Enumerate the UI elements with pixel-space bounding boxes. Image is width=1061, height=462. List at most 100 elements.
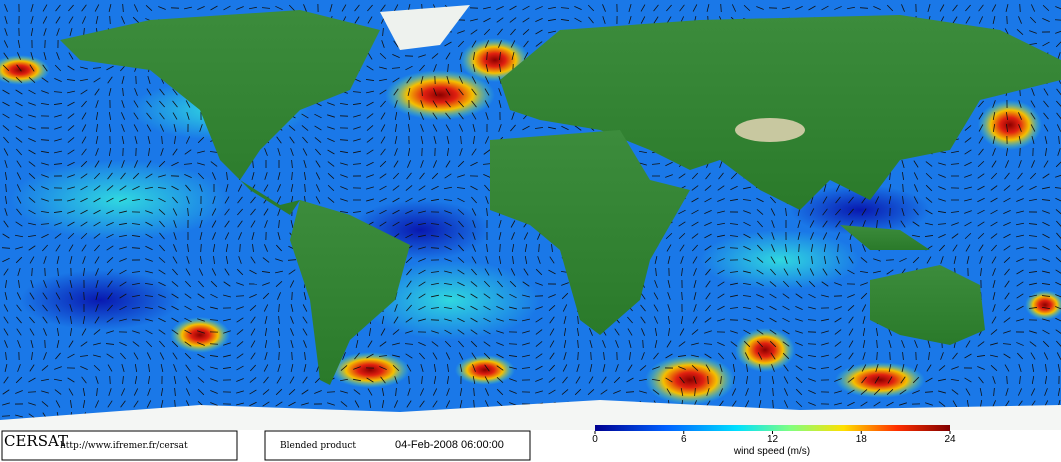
wind-arrow bbox=[120, 388, 126, 396]
wind-arrow bbox=[757, 232, 763, 240]
wind-arrow bbox=[408, 111, 410, 121]
wind-arrow bbox=[236, 353, 244, 359]
wind-arrow bbox=[667, 304, 671, 312]
wind-arrow bbox=[913, 196, 919, 204]
wind-arrow bbox=[925, 209, 933, 215]
wind-arrow bbox=[290, 148, 294, 156]
wind-arrow bbox=[301, 125, 309, 131]
wind-arrow bbox=[666, 4, 672, 12]
wind-arrow bbox=[966, 256, 970, 264]
wind-arrow bbox=[353, 126, 361, 130]
wind-arrow bbox=[145, 4, 153, 12]
wind-arrow bbox=[498, 124, 502, 132]
wind-arrow bbox=[471, 88, 477, 96]
wind-arrow bbox=[861, 208, 867, 216]
wind-arrow bbox=[197, 162, 205, 166]
wind-arrow bbox=[950, 150, 960, 154]
wind-arrow bbox=[524, 255, 528, 265]
wind-arrow bbox=[301, 402, 309, 406]
wind-arrow bbox=[43, 280, 47, 288]
wind-arrow bbox=[901, 160, 905, 168]
wind-arrow bbox=[118, 234, 128, 238]
wind-arrow bbox=[473, 387, 475, 397]
wind-arrow bbox=[940, 352, 944, 360]
wind-arrow bbox=[978, 16, 984, 24]
wind-arrow bbox=[925, 402, 933, 406]
wind-arrow bbox=[418, 258, 426, 262]
wind-arrow bbox=[471, 256, 477, 264]
wind-arrow bbox=[691, 197, 699, 203]
wind-arrow bbox=[236, 268, 244, 276]
wind-arrow bbox=[418, 198, 426, 202]
wind-arrow bbox=[873, 258, 881, 262]
wind-arrow bbox=[56, 256, 60, 264]
wind-arrow bbox=[40, 223, 50, 225]
wind-arrow bbox=[470, 161, 478, 167]
wind-arrow bbox=[758, 400, 762, 408]
wind-arrow bbox=[615, 340, 619, 348]
wind-arrow bbox=[938, 186, 946, 190]
wind-arrow bbox=[354, 400, 360, 408]
wind-arrow bbox=[587, 4, 595, 12]
wind-arrow bbox=[642, 339, 644, 349]
wind-arrow bbox=[925, 197, 933, 203]
wind-arrow bbox=[197, 5, 205, 11]
wind-arrow bbox=[562, 376, 568, 384]
wind-arrow bbox=[418, 281, 426, 287]
wind-arrow bbox=[55, 400, 61, 408]
wind-arrow bbox=[159, 88, 165, 96]
wind-arrow bbox=[56, 340, 60, 348]
wind-arrow bbox=[719, 160, 723, 168]
wind-arrow bbox=[41, 162, 49, 166]
wind-arrow bbox=[964, 377, 972, 383]
wind-arrow bbox=[106, 65, 114, 71]
wind-arrow bbox=[938, 390, 946, 394]
wind-arrow bbox=[457, 257, 465, 263]
wind-arrow bbox=[537, 256, 541, 264]
wind-arrow bbox=[42, 244, 48, 252]
wind-arrow bbox=[80, 232, 88, 240]
wind-arrow bbox=[807, 319, 817, 321]
wind-arrow bbox=[263, 376, 269, 384]
wind-arrow bbox=[666, 244, 672, 252]
wind-arrow bbox=[563, 316, 567, 324]
wind-arrow bbox=[484, 88, 490, 96]
wind-arrow bbox=[288, 125, 296, 131]
wind-arrow bbox=[809, 268, 815, 276]
wind-arrow bbox=[419, 172, 425, 180]
wind-arrow bbox=[522, 330, 530, 334]
wind-arrow bbox=[472, 375, 476, 385]
wind-arrow bbox=[394, 400, 398, 408]
wind-arrow bbox=[184, 305, 192, 311]
wind-arrow bbox=[743, 329, 751, 335]
wind-arrow bbox=[795, 342, 803, 346]
wind-arrow bbox=[82, 315, 86, 325]
wind-arrow bbox=[470, 329, 478, 335]
wind-arrow bbox=[640, 316, 646, 324]
wind-arrow bbox=[236, 341, 244, 347]
wind-arrow bbox=[911, 234, 921, 238]
wind-arrow bbox=[782, 329, 790, 335]
wind-arrow bbox=[172, 268, 178, 276]
wind-arrow bbox=[743, 318, 751, 322]
wind-arrow bbox=[251, 232, 255, 240]
wind-arrow bbox=[119, 210, 127, 214]
wind-arrow bbox=[109, 375, 111, 385]
wind-arrow bbox=[119, 305, 127, 311]
wind-arrow bbox=[1003, 222, 1011, 226]
wind-arrow bbox=[83, 27, 85, 37]
wind-arrow bbox=[563, 327, 567, 337]
wind-arrow bbox=[1004, 172, 1010, 180]
wind-arrow bbox=[511, 232, 515, 240]
wind-arrow bbox=[146, 100, 152, 108]
wind-arrow bbox=[1029, 282, 1037, 286]
wind-arrow bbox=[224, 232, 230, 240]
wind-arrow bbox=[353, 150, 361, 154]
wind-arrow bbox=[603, 351, 605, 361]
wind-arrow bbox=[329, 4, 333, 12]
wind-arrow bbox=[394, 148, 398, 156]
wind-arrow bbox=[444, 233, 452, 239]
wind-arrow bbox=[16, 328, 22, 336]
wind-arrow bbox=[304, 351, 306, 361]
wind-arrow bbox=[122, 3, 124, 13]
